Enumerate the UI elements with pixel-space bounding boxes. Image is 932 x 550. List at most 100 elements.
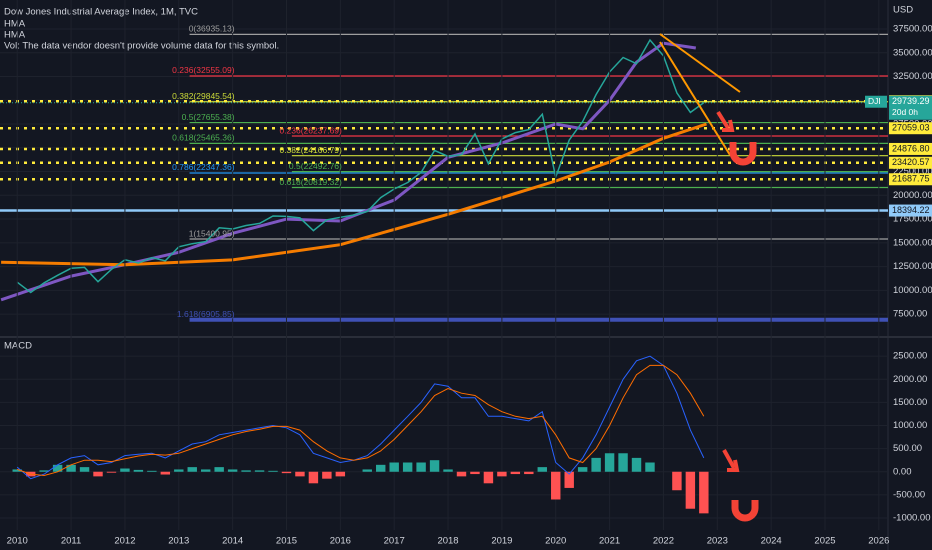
y-tick-label: 1500.00 [893,397,927,408]
histogram-bar [456,471,467,477]
x-tick-label: 2023 [707,536,728,547]
histogram-bar [281,471,292,474]
price-tag [889,156,932,169]
y-tick-label: 0.00 [893,466,912,477]
arrow [722,449,736,469]
y-tick-label: 22500.00 [893,166,932,177]
x-tick-label: 2020 [545,536,566,547]
histogram-bar [564,471,574,488]
fib-label: 0.236(32555.09) [172,65,235,75]
fib-label: 0.382(24166.79) [279,145,342,155]
price-tag-label: 21687.75 [892,174,930,184]
histogram-bar [52,464,63,472]
x-tick-label: 2021 [599,536,620,547]
annotations [659,33,759,522]
histogram-bar [604,453,615,472]
fib-label: 0.382(29845.54) [172,91,235,101]
histogram-bar [429,460,440,472]
histogram-bar [699,471,709,514]
histogram-bar [39,470,49,472]
x-tick-label: 2016 [330,536,351,547]
signal-line [17,364,705,477]
histogram-bar [214,467,224,472]
histogram-bar [551,471,561,500]
histogram-bar [12,469,22,472]
arrow [722,119,735,132]
histogram-bar [147,470,157,472]
arrow [716,110,730,130]
y-tick-label: 32500.00 [893,71,932,82]
histogram-bar [443,469,453,472]
histogram-bar [160,471,171,475]
y-tick-label: 15000.00 [893,237,932,248]
indicator-label: HMA [4,19,26,30]
trend-line [659,41,731,156]
last-price-tag [889,95,932,120]
histogram-bar [577,467,588,472]
histogram-bar [120,468,130,472]
price-tag-label: 27059.03 [892,123,930,133]
last-price-label: 29739.29 [892,96,930,106]
histogram-bar [497,471,507,477]
y-tick-label: -500.00 [893,489,925,500]
magnet [731,500,759,522]
symbol-label: DJI [868,96,881,106]
y-tick-label: 10000.00 [893,285,932,296]
price-tag-label: 18394.22 [892,205,930,215]
histogram-bar [537,467,547,472]
magnet [729,142,757,166]
price-tag [889,204,932,217]
histogram-bar [241,470,251,472]
fib-label: 0.236(26237.69) [279,125,342,135]
histogram-bar [645,462,655,472]
fib-label: 0.618(25465.36) [172,133,235,143]
y-tick-label: 2000.00 [893,374,927,385]
chart-title: Dow Jones Industrial Average Index, 1M, … [4,7,198,18]
histogram-bar [510,471,521,475]
fib-label: 1.618(6905.85) [177,309,235,319]
y-tick-label: 17500.00 [893,214,932,225]
fib-label: 0.618(20819.32) [279,177,342,187]
fib-label: 0.5(27655.38) [182,112,235,122]
y-tick-label: 1000.00 [893,420,927,431]
x-tick-label: 2011 [61,536,81,547]
y-tick-label: 37500.00 [893,24,932,35]
histogram-bar [200,469,211,472]
fib-label: 1(15400.95) [189,228,235,238]
histogram-bar [106,471,117,473]
histogram-bar [268,470,278,472]
countdown-label: 20d 0h [892,107,918,117]
price-tag [889,142,932,155]
indicator-label: HMA [4,30,26,41]
x-tick-label: 2018 [437,536,458,547]
histogram-bar [322,471,332,479]
histogram-bar [631,457,642,472]
histogram-bar [174,469,184,472]
x-tick-label: 2017 [384,536,405,547]
x-tick-label: 2026 [868,536,889,547]
histogram-bar [524,471,534,475]
histogram-bar [227,469,238,472]
macd-title: MACD [4,341,32,352]
fib-label: 0.5(22492.76) [289,161,342,171]
symbol-tag [865,95,887,108]
indicator-label: Vol: The data vendor doesn't provide vol… [4,41,279,52]
y-tick-label: 7500.00 [893,309,927,320]
histogram-bar [133,469,144,472]
histogram-bar [362,469,372,472]
histogram-bar [685,471,696,509]
histogram-bar [416,462,426,472]
histogram-bar [389,462,399,472]
histogram-bar [79,467,90,472]
histogram-bar [308,471,319,484]
histogram-bar [295,471,305,477]
arrow [727,459,740,472]
y-tick-label: 35000.00 [893,47,932,58]
x-tick-label: 2019 [491,536,512,547]
histogram-bar [402,462,413,472]
y-tick-label: 500.00 [893,443,922,454]
currency-label: USD [893,5,913,16]
x-tick-label: 2025 [814,536,835,547]
histogram-bar [618,453,628,472]
